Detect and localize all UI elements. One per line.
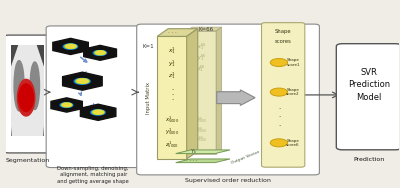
Text: $z_1^{66}$: $z_1^{66}$ [197, 64, 206, 74]
Text: $y_{5000}^1$: $y_{5000}^1$ [165, 127, 179, 137]
Text: ·
·
·: · · · [278, 106, 280, 129]
Polygon shape [187, 29, 198, 159]
Polygon shape [63, 72, 102, 90]
Ellipse shape [92, 110, 105, 115]
Ellipse shape [77, 79, 88, 83]
FancyBboxPatch shape [4, 35, 51, 153]
Ellipse shape [62, 103, 72, 107]
Text: $y_{5000}^{66}$: $y_{5000}^{66}$ [196, 125, 207, 136]
Text: SVR
Prediction
Model: SVR Prediction Model [348, 68, 390, 102]
Ellipse shape [74, 79, 90, 84]
Text: Down-sampling, denoising,
alignment, matching pair
and getting average shape: Down-sampling, denoising, alignment, mat… [57, 166, 129, 184]
Ellipse shape [62, 103, 71, 106]
Ellipse shape [93, 51, 107, 55]
Circle shape [270, 58, 288, 67]
Ellipse shape [63, 44, 78, 49]
Circle shape [270, 139, 288, 147]
FancyBboxPatch shape [336, 44, 400, 150]
Ellipse shape [96, 51, 105, 54]
Ellipse shape [76, 79, 89, 84]
Polygon shape [217, 90, 255, 105]
Text: · · ·: · · · [190, 158, 197, 163]
Ellipse shape [92, 110, 104, 114]
Ellipse shape [64, 44, 77, 49]
Text: $z_1^1$: $z_1^1$ [168, 70, 176, 81]
Text: Shape: Shape [275, 29, 292, 34]
FancyBboxPatch shape [137, 24, 319, 175]
Ellipse shape [93, 110, 104, 114]
Text: $x_1^{66}$: $x_1^{66}$ [197, 42, 206, 52]
Polygon shape [186, 27, 222, 31]
Text: K=66: K=66 [199, 27, 214, 32]
Ellipse shape [94, 51, 106, 55]
Circle shape [270, 88, 288, 96]
Polygon shape [176, 159, 230, 163]
Polygon shape [176, 150, 230, 154]
Text: Supervised order reduction: Supervised order reduction [185, 178, 271, 183]
Ellipse shape [76, 79, 89, 83]
Text: Shape
score1: Shape score1 [286, 58, 300, 67]
Ellipse shape [66, 45, 76, 48]
Polygon shape [157, 29, 198, 36]
Text: · · ·: · · · [168, 30, 177, 35]
Text: scores: scores [275, 39, 292, 44]
Text: $Y_k$: $Y_k$ [190, 147, 197, 156]
Ellipse shape [61, 103, 72, 107]
Text: $z_{5000}^1$: $z_{5000}^1$ [165, 139, 179, 150]
Ellipse shape [60, 103, 73, 107]
Text: K=1: K=1 [142, 44, 154, 49]
Ellipse shape [65, 44, 76, 49]
Text: $x_{5000}^1$: $x_{5000}^1$ [165, 114, 179, 125]
Ellipse shape [77, 79, 88, 83]
Ellipse shape [90, 110, 105, 115]
Ellipse shape [94, 51, 106, 55]
Ellipse shape [64, 44, 77, 49]
Ellipse shape [60, 103, 73, 107]
Text: Prediction: Prediction [353, 157, 384, 162]
Text: $z_{5000}^{66}$: $z_{5000}^{66}$ [196, 135, 207, 145]
Ellipse shape [95, 51, 105, 55]
Text: $x_{5000}^{66}$: $x_{5000}^{66}$ [196, 115, 207, 126]
Text: .: . [171, 90, 173, 96]
Text: $y_1^1$: $y_1^1$ [168, 58, 176, 69]
Polygon shape [80, 104, 116, 120]
Ellipse shape [94, 110, 103, 114]
Polygon shape [53, 38, 88, 55]
Ellipse shape [92, 110, 104, 114]
Polygon shape [157, 36, 187, 159]
Ellipse shape [95, 51, 106, 55]
Text: Input Matrix: Input Matrix [146, 82, 151, 114]
FancyBboxPatch shape [262, 23, 305, 167]
Text: .: . [171, 95, 173, 101]
Text: $x_1^1$: $x_1^1$ [168, 46, 176, 56]
Ellipse shape [94, 51, 106, 55]
Ellipse shape [75, 79, 90, 84]
Polygon shape [186, 31, 216, 154]
Text: Shape
score6: Shape score6 [286, 139, 300, 147]
Ellipse shape [91, 110, 105, 115]
Ellipse shape [64, 44, 77, 49]
FancyBboxPatch shape [46, 26, 140, 168]
Ellipse shape [74, 78, 90, 84]
Text: Output Vector: Output Vector [231, 149, 260, 165]
Text: $y_1^{66}$: $y_1^{66}$ [197, 53, 206, 63]
Ellipse shape [62, 103, 72, 107]
Polygon shape [84, 45, 116, 60]
Text: Shape
score2: Shape score2 [286, 88, 300, 96]
Text: Segmentation: Segmentation [5, 158, 50, 163]
Text: .: . [171, 86, 173, 92]
Ellipse shape [61, 103, 72, 107]
Polygon shape [216, 27, 222, 154]
Ellipse shape [66, 44, 76, 48]
Polygon shape [51, 98, 82, 112]
